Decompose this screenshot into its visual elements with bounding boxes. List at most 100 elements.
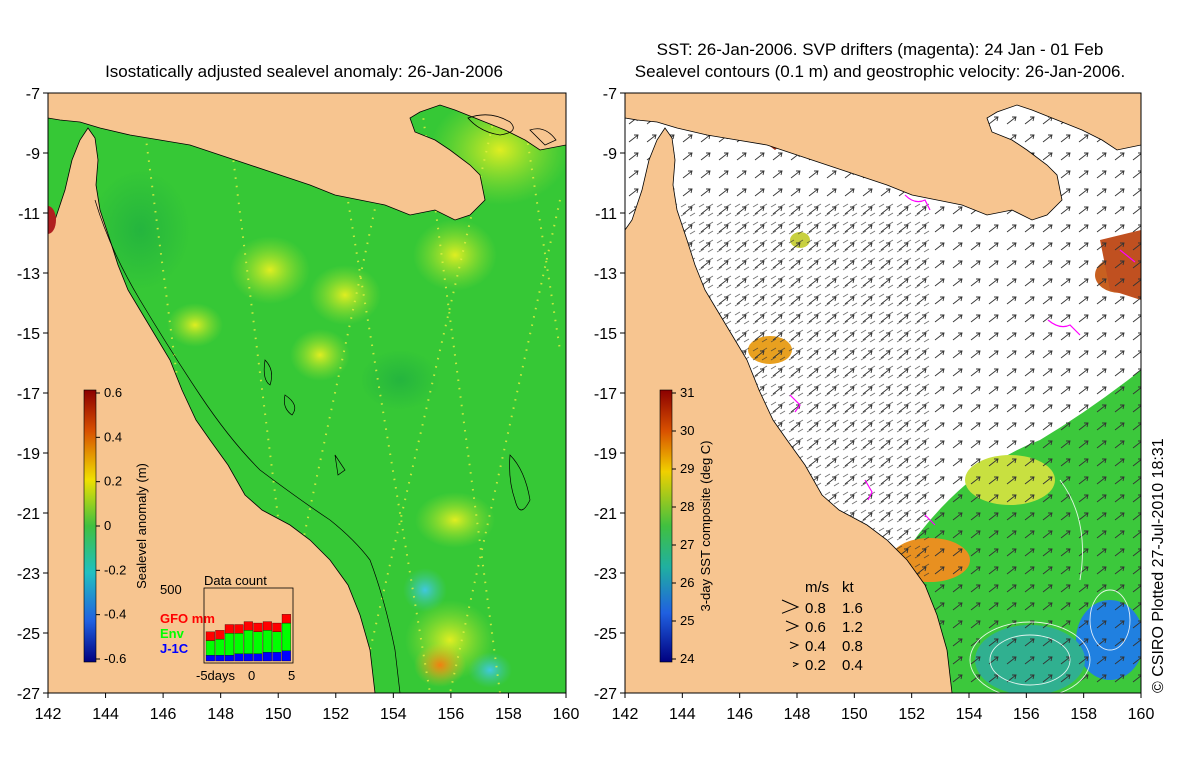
- lon-tick-label: 150: [841, 706, 868, 723]
- sst-colorbar-label: 3-day SST composite (deg C): [698, 441, 713, 612]
- data-count-bar-env: [224, 633, 234, 656]
- data-count-bar-env: [205, 640, 215, 656]
- data-count-frame: [203, 587, 294, 664]
- left-map: 0.6 0.4 0.2 0 -0.2 -0.4 -0.6 Sealevel anomaly …: [48, 93, 566, 693]
- data-count-bar-j1c: [215, 655, 225, 662]
- velocity-legend-ms: 0.6: [805, 619, 826, 636]
- data-count-xtick: 5: [288, 668, 295, 683]
- data-count-bar-env: [253, 631, 263, 654]
- lat-tick-label: -7: [26, 86, 40, 103]
- new-guinea-land: [48, 93, 566, 221]
- data-count-bar-env: [262, 630, 272, 653]
- data-count-title: Data count: [204, 573, 267, 588]
- right-map-title-line1: SST: 26-Jan-2006. SVP drifters (magenta)…: [656, 40, 1104, 59]
- colorbar-tick-label: 31: [680, 385, 694, 400]
- lon-tick-label: 156: [438, 706, 465, 723]
- sla-high-blob: [167, 303, 223, 347]
- lon-tick-label: 158: [1070, 706, 1097, 723]
- lon-tick-label: 144: [92, 706, 119, 723]
- lon-tick-label: 150: [265, 706, 292, 723]
- data-count-bar-gfo: [224, 624, 234, 634]
- data-count-bar-j1c: [234, 653, 244, 662]
- lon-tick-label: 154: [956, 706, 983, 723]
- lon-tick-label: 152: [322, 706, 349, 723]
- sla-low-blob: [360, 350, 440, 410]
- data-count-bar-gfo: [272, 622, 282, 632]
- sla-high-blob: [230, 236, 310, 304]
- lon-tick-label: 152: [898, 706, 925, 723]
- data-count-bar-gfo: [234, 624, 244, 634]
- data-count-bar-env: [234, 633, 244, 654]
- australia-land: [625, 127, 953, 693]
- colorbar-tick-label: 25: [680, 613, 694, 628]
- lon-tick-label: 156: [1013, 706, 1040, 723]
- lat-tick-label: -19: [17, 446, 40, 463]
- right-map-axes: -7 -9 -11 -13 -15 -17 -19 -21 -23 -25 -27 142 144 146…: [594, 86, 1155, 723]
- lat-tick-label: -21: [17, 506, 40, 523]
- lon-tick-label: 144: [669, 706, 696, 723]
- lat-tick-label: -11: [595, 206, 617, 223]
- lat-tick-label: -15: [17, 326, 40, 343]
- data-count-bar-j1c: [224, 655, 234, 662]
- colorbar-tick-label: 0.6: [104, 385, 122, 400]
- colorbar-tick-label: 24: [680, 651, 694, 666]
- lat-tick-label: -23: [17, 566, 40, 583]
- data-count-legend-item: GFO mm: [160, 611, 215, 626]
- lat-tick-label: -25: [17, 626, 40, 643]
- data-count-max-label: 500: [160, 582, 182, 597]
- australia-land: [48, 127, 376, 693]
- data-count-bar-gfo: [215, 630, 225, 640]
- island: [48, 206, 56, 234]
- velocity-legend-arrow: [785, 620, 800, 632]
- csiro-credit: © CSIRO Plotted 27-Jul-2010 18:31: [1150, 438, 1167, 693]
- data-count-bar-gfo: [243, 621, 253, 631]
- lat-tick-label: -17: [594, 386, 617, 403]
- lon-tick-label: 146: [150, 706, 177, 723]
- lat-tick-label: -21: [594, 506, 617, 523]
- velocity-legend-arrow: [792, 662, 800, 668]
- colorbar-tick-label: 0.4: [104, 429, 122, 444]
- left-map-title: Isostatically adjusted sealevel anomaly:…: [105, 62, 503, 81]
- lat-tick-label: -25: [594, 626, 617, 643]
- velocity-legend-arrow: [789, 641, 800, 650]
- sla-high-blob: [413, 219, 497, 291]
- data-count-bar-j1c: [243, 653, 253, 662]
- velocity-legend-kt: 1.6: [842, 600, 863, 617]
- data-count-bar-env: [272, 631, 282, 653]
- data-count-bar-gfo: [262, 621, 272, 631]
- sla-very-high-blob: [414, 643, 466, 687]
- lon-tick-label: 146: [726, 706, 753, 723]
- data-count-bar-gfo: [205, 631, 215, 641]
- lon-tick-label: 148: [207, 706, 234, 723]
- data-count-bar-j1c: [253, 653, 263, 662]
- data-count-bar-gfo: [253, 622, 263, 632]
- colorbar-tick-label: 0.2: [104, 474, 122, 489]
- data-count-bars: [205, 614, 291, 662]
- left-map-axes: -7 -9 -11 -13 -15 -17 -19 -21 -23 -25 -27 142 144 146…: [17, 86, 580, 723]
- velocity-legend-header-kt: kt: [842, 579, 855, 596]
- data-count-bar-j1c: [262, 652, 272, 662]
- velocity-legend-ms: 0.2: [805, 657, 826, 674]
- colorbar-tick-label: 0: [104, 518, 111, 533]
- data-count-bar-env: [215, 638, 225, 656]
- right-map-title-line2: Sealevel contours (0.1 m) and geostrophi…: [634, 62, 1126, 81]
- lon-tick-label: 142: [612, 706, 639, 723]
- colorbar-tick-label: -0.4: [104, 607, 126, 622]
- sst-colorbar-ticks: 31 30 29 28 27 26 25 24: [672, 385, 694, 666]
- velocity-legend-kt: 0.8: [842, 638, 863, 655]
- lon-tick-label: 158: [495, 706, 522, 723]
- lon-tick-label: 160: [1128, 706, 1155, 723]
- sla-low-blob: [468, 652, 512, 688]
- sla-colorbar-label: Sealevel anomaly (m): [134, 463, 149, 589]
- velocity-legend-rows: 0.8 1.6 0.6 1.2 0.4 0.8 0.2 0.4: [781, 599, 863, 674]
- sst-colorbar: [659, 389, 673, 663]
- lat-tick-label: -19: [594, 446, 617, 463]
- velocity-legend-header-ms: m/s: [805, 579, 829, 596]
- data-count-xtick: 0: [248, 668, 255, 683]
- lat-tick-label: -23: [594, 566, 617, 583]
- colorbar-tick-label: 27: [680, 537, 694, 552]
- colorbar-tick-label: 28: [680, 499, 694, 514]
- data-count-bar-gfo: [281, 614, 291, 624]
